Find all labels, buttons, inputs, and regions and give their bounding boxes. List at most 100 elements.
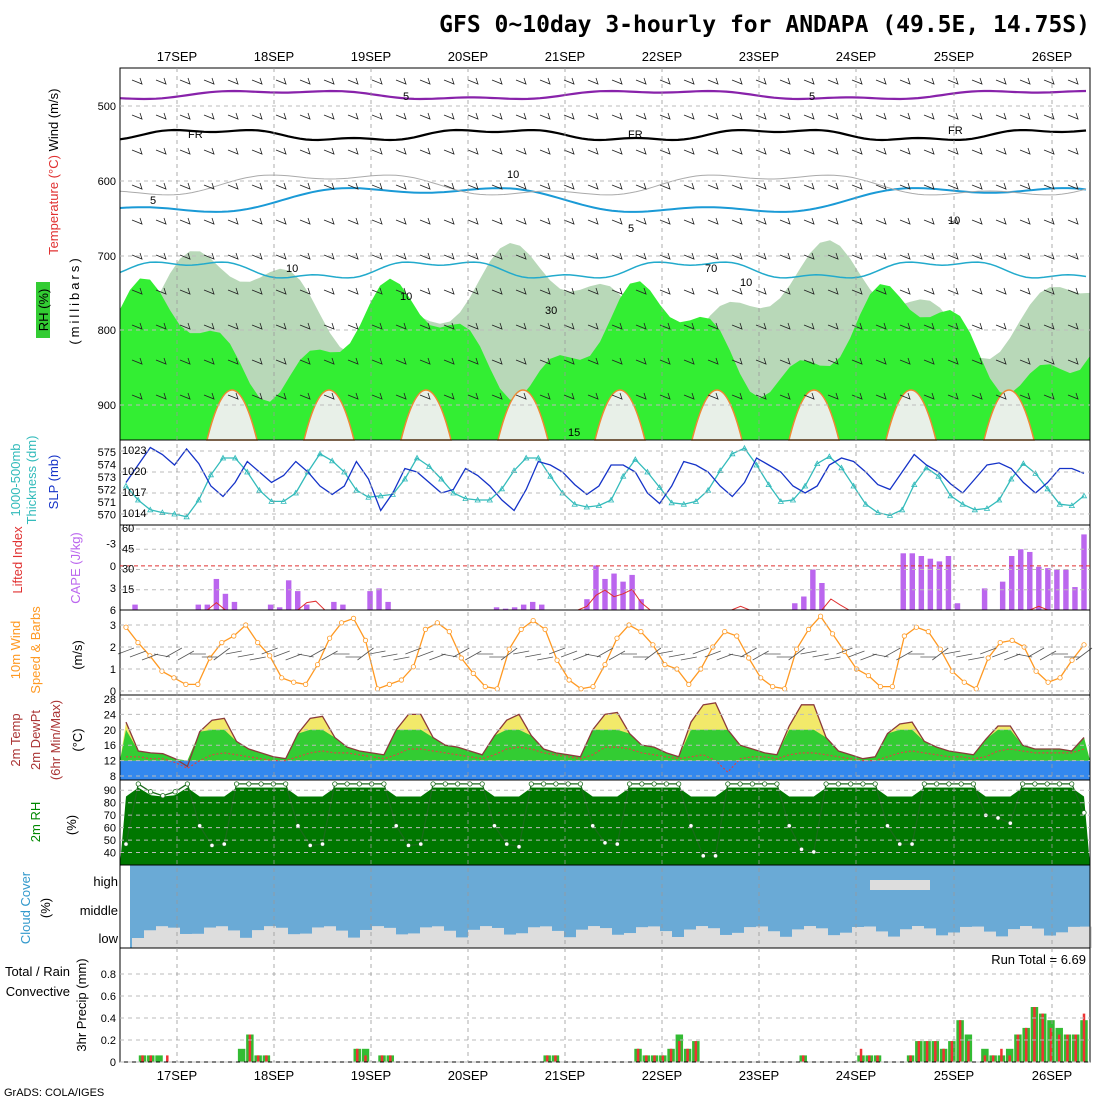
rh-line-point <box>283 781 289 787</box>
wind-barb <box>899 392 911 400</box>
wind-barb <box>659 112 671 120</box>
thickness-line-point <box>680 500 688 507</box>
rh-line-point <box>184 781 191 787</box>
wind-barb <box>1043 322 1055 330</box>
wind-barb <box>323 392 335 400</box>
wind-barb <box>755 112 767 120</box>
cape-lifted-panel <box>126 534 1087 611</box>
wind-barb <box>779 392 791 400</box>
temp-ylabel2: 2m DewPt <box>28 710 43 770</box>
surface-wind-barb <box>572 653 590 661</box>
upper-ytick: 600 <box>98 176 116 188</box>
wind-speed-line-point <box>482 683 488 690</box>
rh-line-point <box>995 815 1001 821</box>
wind-barb <box>299 147 311 155</box>
wind-barb <box>707 357 719 365</box>
thickness-line-point <box>814 460 821 466</box>
rh-line-point <box>725 781 731 787</box>
cloud-low-bar <box>264 926 276 948</box>
wind-barb <box>683 322 695 330</box>
precip-convective-bar <box>364 1055 367 1062</box>
wind-barb <box>851 112 863 120</box>
rh-line-point <box>860 781 866 787</box>
wind-barb <box>587 322 599 330</box>
temp-ytick: 28 <box>104 694 116 706</box>
cape-bar <box>620 581 626 610</box>
wind-barb <box>131 392 143 400</box>
wind-barb <box>1043 182 1055 190</box>
surface-wind-barb <box>788 647 805 661</box>
wind-speed-line-point <box>183 681 189 688</box>
surface-wind-barb <box>453 647 470 658</box>
precip-convective-bar <box>669 1048 673 1062</box>
wind-barb <box>155 392 167 400</box>
cloud-unit: (%) <box>38 898 53 918</box>
cloud-low-bar <box>132 938 144 948</box>
wind-barb <box>275 112 287 120</box>
wind-speed-line-point <box>889 683 896 690</box>
wind-barb <box>563 322 575 330</box>
wind-speed-line-point <box>817 613 824 619</box>
rh-line-point <box>1081 810 1087 816</box>
rh-line-point <box>160 793 166 799</box>
wind-barb <box>683 217 695 225</box>
cloud-low-bar <box>876 931 888 948</box>
wind-barb <box>1043 217 1055 225</box>
thickness-line-point <box>486 496 493 503</box>
precip-convective-bar <box>380 1055 384 1062</box>
wind-barb <box>875 322 887 330</box>
precip-convective-bar <box>694 1041 698 1062</box>
wind-barb <box>1067 147 1079 155</box>
labels-layer: 17SEP 17SEP 18SEP 18SEP 19SEP 19SEP 20SEP 20SEP… <box>5 49 1086 1083</box>
surface-wind-barb <box>932 647 949 661</box>
cloud-low-bar <box>408 933 420 948</box>
wind-barb <box>347 77 359 85</box>
wind-barb <box>659 77 671 85</box>
slp-ytick-right: 1014 <box>122 508 146 520</box>
thickness-line-point <box>353 486 360 493</box>
wind-barb <box>203 287 215 295</box>
wind-barb <box>731 147 743 155</box>
wind-barb <box>443 392 455 400</box>
precip-convective-bar <box>166 1055 169 1062</box>
cloud-low-bar <box>252 930 264 948</box>
legend-temp: Temperature (°C) <box>46 155 61 255</box>
thickness-line-point <box>413 454 421 461</box>
thickness-line-point <box>122 482 130 489</box>
wind-barb <box>683 252 695 260</box>
slp-line <box>125 446 1085 512</box>
thickness-line-point <box>1008 475 1015 482</box>
thickness-line-point <box>620 472 627 479</box>
legend-rh-swatch <box>36 282 50 338</box>
wind-barb <box>899 217 911 225</box>
isotherm-cyan <box>119 261 1087 279</box>
wind-barb <box>203 147 215 155</box>
wind-speed-line-point <box>805 626 812 633</box>
surface-wind-barb <box>249 656 266 661</box>
wind-barb <box>1019 322 1031 330</box>
wind-speed-line-point <box>530 617 536 624</box>
cape-bar <box>810 569 816 610</box>
surface-wind-barb <box>141 653 159 661</box>
wind-speed-line-point <box>255 639 261 646</box>
cloud-low-bar <box>564 937 576 948</box>
wind-barb <box>659 392 671 400</box>
precip-ylabel: 3hr Precip (mm) <box>74 958 89 1051</box>
rh-line-point <box>516 844 522 850</box>
wind-barb <box>659 217 671 225</box>
wind-barb <box>371 287 383 295</box>
rh-line-point <box>786 823 792 829</box>
wind-barb <box>347 182 359 190</box>
cloud-low-bar <box>1044 935 1056 948</box>
rh-line-point <box>1007 820 1013 826</box>
surface-wind-barb <box>896 650 913 661</box>
surface-wind-barb <box>309 647 326 658</box>
precip-legend-convective: Convective <box>6 984 70 999</box>
contour-label: 10 <box>286 263 298 275</box>
wind-barb <box>827 182 839 190</box>
wind-barb <box>731 392 743 400</box>
wind-barb <box>227 77 239 85</box>
cloud-low-bar <box>624 933 636 948</box>
wind-barb <box>1019 287 1031 295</box>
wind-barb <box>683 77 695 85</box>
